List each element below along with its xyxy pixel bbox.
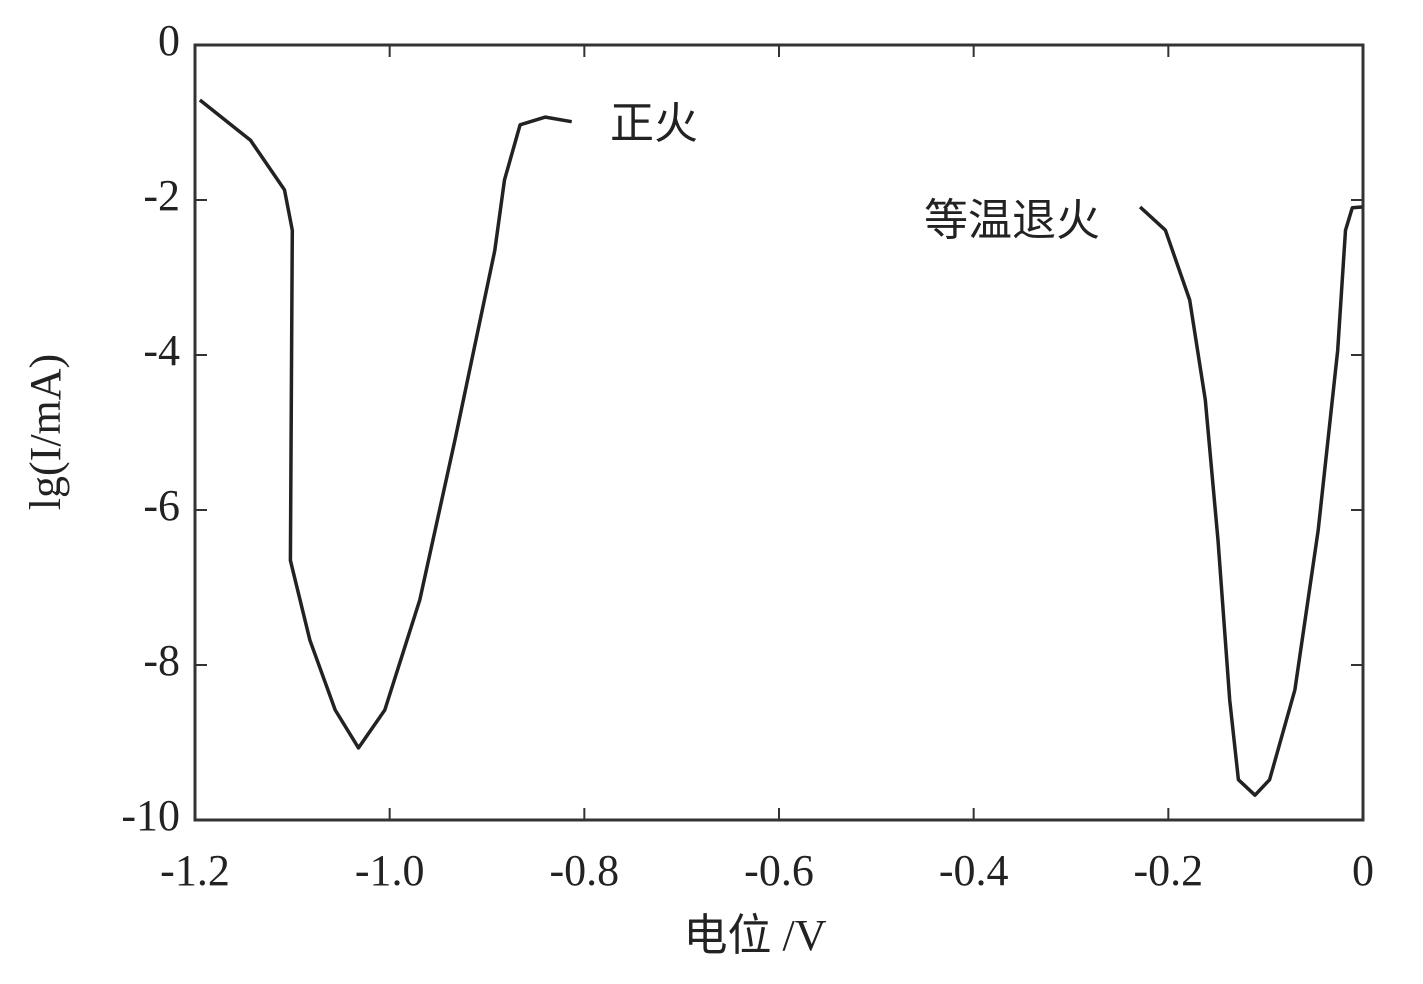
y-tick-label: -8 [143,636,180,685]
y-tick-label: -10 [121,791,180,840]
series-label: 正火 [610,99,698,148]
x-tick-label: 0 [1352,846,1374,895]
x-tick-label: -0.2 [1134,846,1204,895]
y-tick-label: -2 [143,171,180,220]
x-tick-label: -1.2 [160,846,230,895]
x-tick-label: -0.4 [939,846,1009,895]
y-tick-label: -4 [143,326,180,375]
y-tick-label: -6 [143,481,180,530]
x-tick-label: -0.8 [550,846,620,895]
y-axis-label: lg(I/mA) [21,354,70,510]
y-tick-label: 0 [158,16,180,65]
series-label: 等温退火 [924,196,1100,245]
data-line [198,98,573,750]
x-tick-label: -1.0 [355,846,425,895]
x-axis-label: 电位 /V [684,911,827,960]
data-line [1138,205,1363,797]
plot-frame [193,43,1365,822]
x-tick-label: -0.6 [744,846,814,895]
